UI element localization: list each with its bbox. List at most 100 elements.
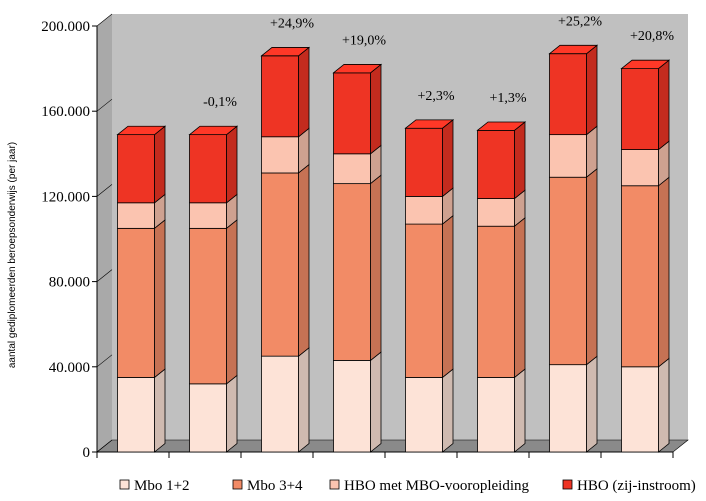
y-tick-label: 80.000 [49,275,90,291]
legend: Mbo 1+2 Mbo 3+4 HBO met MBO-vooropleiding H… [119,478,696,494]
bar-front [189,383,227,453]
bar-front [477,225,515,378]
bar-front [261,172,299,357]
bar-segment [333,174,382,362]
bar-side [658,59,670,151]
bar-front [261,355,299,453]
bar-segment [117,219,166,379]
bar-top [116,125,167,136]
legend-item: Mbo 1+2 [119,478,190,494]
bar-stack [548,44,599,453]
legend-label: HBO met MBO-vooropleiding [344,478,529,494]
bar-side [442,214,454,379]
bar-front [117,377,155,453]
bar-front [621,366,659,453]
bar-segment [261,163,310,357]
bar-front [477,129,515,199]
bar-annotation: +2,3% [417,89,454,104]
legend-item: HBO met MBO-vooropleiding [329,478,529,494]
y-tick-label: 160.000 [41,104,90,120]
legend-item: Mbo 3+4 [232,478,303,494]
bar-segment [405,368,454,453]
bar-front [549,53,587,136]
bar-front [549,134,587,178]
bar-front [621,185,659,368]
bar-side [442,119,454,198]
bar-top [332,64,383,74]
bar-side [514,368,526,453]
bar-side [658,176,670,368]
bar-stack [620,59,671,453]
bar-side [298,163,310,357]
bar-side [370,174,382,362]
legend-label: HBO (zij-instroom) [577,478,696,494]
bar-front [117,134,155,204]
y-tick-depth [96,354,113,368]
bar-side [298,346,310,453]
bar-segment [621,357,670,453]
bar-segment [333,351,382,453]
bar-side [226,125,238,204]
y-tick-label: 200.000 [41,19,90,35]
bar-front [405,377,443,453]
bar-segment [621,176,670,368]
bar-side [298,46,310,138]
legend-swatch [562,479,573,490]
bar-front [621,149,659,187]
y-tick-depth [96,13,113,27]
bar-front [549,364,587,453]
bar-front [333,360,371,453]
bar-side [658,357,670,453]
floor [96,439,689,453]
bar-side [226,219,238,385]
bar-side [154,125,166,204]
y-tick-label: 0 [83,445,91,461]
bar-side [586,167,598,366]
bar-side [154,368,166,453]
bar-top [476,121,527,131]
bar-front [549,176,587,366]
bars-group [116,44,671,453]
bar-front [189,227,227,385]
bar-segment [117,368,166,453]
bar-segment [549,355,598,453]
bar-segment [477,216,526,379]
legend-item: HBO (zij-instroom) [562,478,696,494]
bar-stack [404,119,455,453]
bar-stack [188,125,239,453]
bar-front [333,183,371,361]
y-tick-depth [96,439,113,453]
bar-segment [549,125,598,179]
bar-top [548,44,599,55]
y-tick-depth [96,184,113,197]
legend-label: Mbo 3+4 [247,478,303,494]
y-tick-depth [96,98,113,112]
y-tick-depth [96,269,113,282]
bar-segment [117,193,166,230]
bar-segment [189,219,238,385]
bar-front [621,68,659,150]
bar-top [620,59,671,69]
bar-segment [476,121,527,200]
bar-front [189,134,227,204]
bar-side [442,368,454,453]
legend-swatch [329,479,340,490]
bar-top [404,119,455,129]
bar-annotation: +24,9% [270,16,314,31]
bar-segment [332,63,383,155]
bar-segment [477,368,526,453]
y-axis-label: aantal gediplomeerden beroepsonderwijs (… [7,142,18,368]
bar-front [261,136,299,174]
bar-annotation: +25,2% [558,14,602,29]
bar-segment [260,46,311,138]
bar-front [333,72,371,155]
bar-annotation: +19,0% [342,33,386,48]
bar-front [333,153,371,185]
bar-front [477,377,515,453]
bar-stack [476,121,527,453]
legend-swatch [119,479,130,490]
bar-segment [405,214,454,379]
bar-segment [116,125,167,204]
side-wall [97,14,112,452]
y-tick-label: 40.000 [49,360,90,376]
